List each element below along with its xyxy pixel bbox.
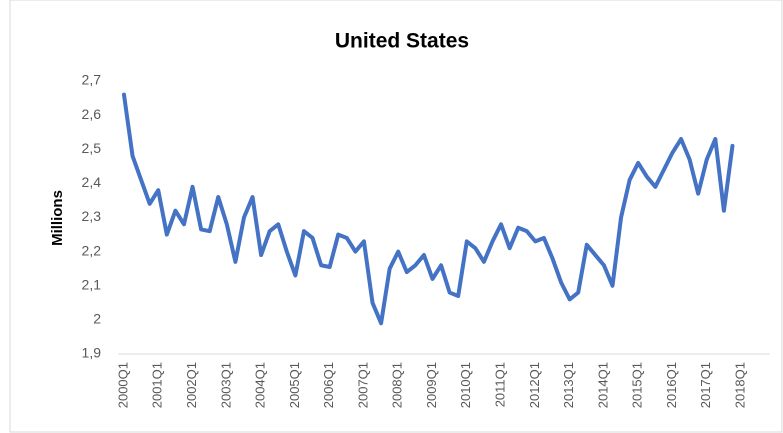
x-tick-label: 2001Q1 [150, 362, 165, 408]
x-tick-label: 2013Q1 [561, 362, 576, 408]
y-tick-label: 2,4 [82, 174, 102, 190]
x-tick-label: 2006Q1 [321, 362, 336, 408]
y-axis-label: Millions [49, 190, 66, 246]
x-tick-label: 2003Q1 [218, 362, 233, 408]
x-tick-label: 2000Q1 [115, 362, 130, 408]
x-tick-label: 2004Q1 [253, 362, 268, 408]
x-tick-label: 2010Q1 [458, 362, 473, 408]
y-tick-label: 1,9 [82, 345, 102, 361]
x-tick-label: 2007Q1 [355, 362, 370, 408]
x-tick-label: 2017Q1 [698, 362, 713, 408]
y-tick-label: 2,6 [82, 106, 102, 122]
x-tick-label: 2009Q1 [424, 362, 439, 408]
y-tick-label: 2,5 [82, 140, 102, 156]
chart-title: United States [335, 30, 469, 53]
x-tick-label: 2016Q1 [664, 362, 679, 408]
x-tick-label: 2012Q1 [527, 362, 542, 408]
x-tick-label: 2014Q1 [595, 362, 610, 408]
y-tick-label: 2,1 [82, 276, 102, 292]
x-tick-label: 2008Q1 [390, 362, 405, 408]
x-tick-label: 2002Q1 [184, 362, 199, 408]
y-tick-label: 2 [93, 311, 101, 327]
data-line [121, 92, 735, 326]
y-tick-label: 2,2 [82, 242, 102, 258]
x-tick-label: 2011Q1 [493, 362, 508, 407]
y-tick-label: 2,7 [82, 72, 102, 88]
chart-border [9, 0, 783, 433]
x-tick-label: 2015Q1 [630, 362, 645, 408]
x-tick-label: 2005Q1 [287, 362, 302, 408]
y-tick-label: 2,3 [82, 208, 102, 224]
x-tick-label: 2018Q1 [732, 362, 747, 408]
